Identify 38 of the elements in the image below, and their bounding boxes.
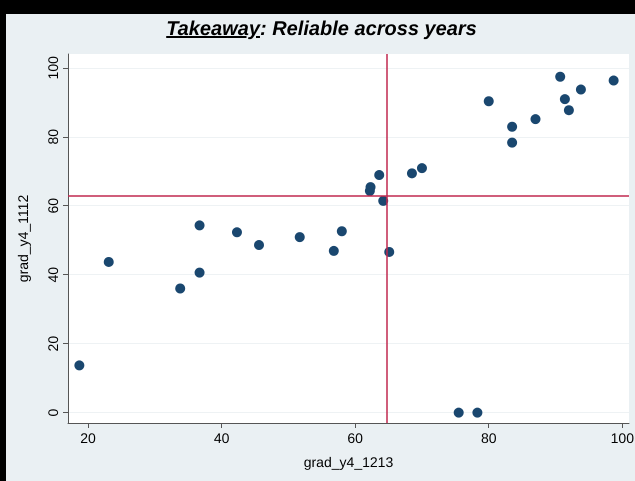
chart-title: Takeaway: Reliable across years (165, 18, 478, 41)
point (232, 227, 242, 238)
y-axis-title: grad_y4_1112 (15, 194, 31, 282)
y-tick-label: 0 (45, 408, 61, 417)
x-tick-label: 40 (214, 430, 230, 446)
y-tick-label: 100 (45, 56, 61, 80)
point (74, 360, 84, 370)
point (484, 96, 494, 106)
point (194, 220, 205, 230)
x-axis-title: grad_y4_1213 (304, 454, 394, 470)
point (416, 163, 427, 174)
point (530, 114, 540, 124)
point (555, 72, 566, 82)
x-tick-label: 60 (347, 430, 364, 446)
point (328, 246, 339, 256)
y-tick-label: 40 (45, 266, 61, 282)
point (560, 94, 570, 104)
x-tick-label: 80 (480, 430, 497, 446)
point (406, 168, 417, 178)
point (294, 232, 305, 242)
point (608, 76, 619, 86)
point (507, 138, 518, 148)
point (254, 240, 264, 250)
y-tick-label: 20 (45, 336, 61, 352)
x-tick-label: 20 (80, 430, 96, 446)
point (175, 284, 186, 294)
y-tick-label: 80 (45, 128, 61, 145)
point (454, 408, 464, 418)
point (472, 408, 482, 418)
y-tick-label: 60 (45, 198, 61, 214)
point (576, 84, 586, 95)
point (374, 170, 384, 180)
point (336, 226, 347, 236)
point (104, 256, 114, 267)
point (564, 105, 574, 116)
point (507, 122, 518, 132)
point (194, 268, 205, 278)
x-tick-label: 100 (610, 430, 634, 446)
